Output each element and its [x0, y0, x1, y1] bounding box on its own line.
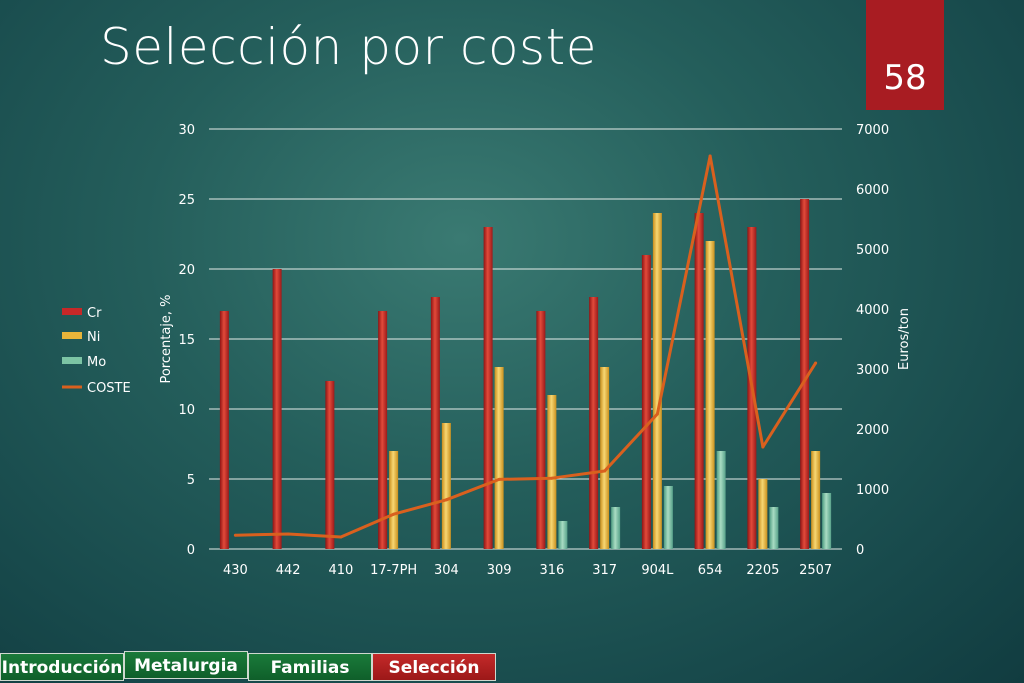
- bar-ni: [811, 451, 821, 549]
- point-coste: [233, 533, 237, 537]
- bar-mo: [558, 521, 568, 549]
- point-coste: [497, 477, 501, 481]
- bar-cr: [325, 381, 335, 549]
- bar-ni: [494, 367, 504, 549]
- y2-tick-label: 3000: [856, 363, 889, 378]
- y2-tick-label: 2000: [856, 423, 889, 438]
- bar-cr: [694, 213, 704, 549]
- tab-introduccion[interactable]: Introducción: [0, 653, 124, 681]
- bar-mo: [663, 486, 673, 549]
- y-tick-label: 10: [178, 403, 195, 418]
- bar-ni: [441, 423, 451, 549]
- bar-cr: [800, 199, 810, 549]
- y-tick-label: 15: [178, 333, 195, 348]
- bar-ni: [705, 241, 715, 549]
- tab-metalurgia[interactable]: Metalurgia: [124, 651, 248, 679]
- y2-tick-label: 4000: [856, 303, 889, 318]
- x-tick-label: 410: [328, 563, 353, 578]
- x-tick-label: 2507: [799, 563, 832, 578]
- bar-cr: [589, 297, 599, 549]
- x-tick-label: 304: [434, 563, 459, 578]
- bar-mo: [611, 507, 621, 549]
- bar-cr: [219, 311, 229, 549]
- legend-swatch-cr: [62, 308, 82, 315]
- point-coste: [814, 361, 818, 365]
- x-tick-label: 2205: [746, 563, 779, 578]
- x-tick-label: 430: [223, 563, 248, 578]
- point-coste: [339, 535, 343, 539]
- x-tick-label: 442: [276, 563, 301, 578]
- x-tick-label: 17-7PH: [370, 563, 417, 578]
- page-number-box: 58: [866, 0, 944, 110]
- point-coste: [392, 512, 396, 516]
- point-coste: [708, 154, 712, 158]
- bar-ni: [600, 367, 610, 549]
- tab-seleccion[interactable]: Selección: [372, 653, 496, 681]
- point-coste: [286, 532, 290, 536]
- x-tick-label: 904L: [641, 563, 674, 578]
- legend-label: COSTE: [87, 381, 131, 396]
- bar-cr: [536, 311, 546, 549]
- bar-ni: [758, 479, 768, 549]
- y2-tick-label: 1000: [856, 483, 889, 498]
- legend-swatch-mo: [62, 357, 82, 364]
- bar-cr: [430, 297, 440, 549]
- x-tick-label: 309: [487, 563, 512, 578]
- bar-mo: [716, 451, 726, 549]
- bar-ni: [547, 395, 557, 549]
- y2-tick-label: 6000: [856, 183, 889, 198]
- bar-cr: [483, 227, 493, 549]
- y2-tick-label: 0: [856, 543, 864, 558]
- slide-title: Selección por coste: [100, 18, 597, 76]
- y-tick-label: 0: [187, 543, 195, 558]
- y-tick-label: 20: [178, 263, 195, 278]
- y-tick-label: 25: [178, 193, 195, 208]
- bar-ni: [652, 213, 662, 549]
- bar-mo: [769, 507, 779, 549]
- x-tick-label: 316: [539, 563, 564, 578]
- point-coste: [444, 498, 448, 502]
- point-coste: [655, 412, 659, 416]
- legend-swatch-ni: [62, 332, 82, 339]
- bar-cr: [378, 311, 388, 549]
- chart: 0 5 10 15 20 25 30 0 1000 2000 3000 4000 5000 6000 700…: [62, 123, 912, 578]
- tab-familias[interactable]: Familias: [248, 653, 372, 681]
- bar-mo: [822, 493, 832, 549]
- point-coste: [550, 476, 554, 480]
- legend-label: Mo: [87, 355, 106, 370]
- line-coste: [235, 154, 817, 539]
- bar-ni: [389, 451, 399, 549]
- y2-axis-label: Euros/ton: [897, 308, 912, 370]
- page-number: 58: [883, 58, 927, 98]
- bar-cr: [272, 269, 282, 549]
- y2-tick-label: 7000: [856, 123, 889, 138]
- x-tick-label: 317: [592, 563, 617, 578]
- y-tick-label: 5: [187, 473, 195, 488]
- y-tick-label: 30: [178, 123, 195, 138]
- y2-tick-label: 5000: [856, 243, 889, 258]
- point-coste: [603, 469, 607, 473]
- y-axis-label: Porcentaje, %: [159, 294, 174, 383]
- legend-label: Cr: [87, 306, 102, 321]
- x-tick-label: 654: [698, 563, 723, 578]
- nav-tabs: Introducción Metalurgia Familias Selecci…: [0, 651, 1024, 683]
- bar-cr: [641, 255, 651, 549]
- point-coste: [761, 445, 765, 449]
- legend-label: Ni: [87, 330, 100, 345]
